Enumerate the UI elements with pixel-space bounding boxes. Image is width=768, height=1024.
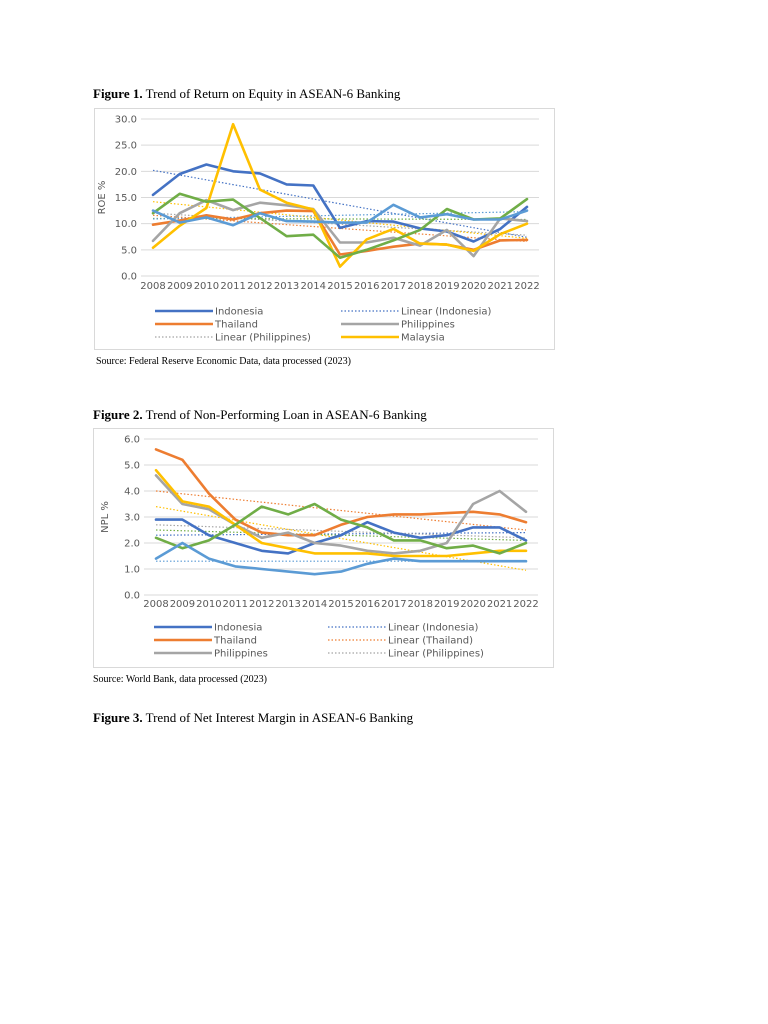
x-tick-label: 2013	[275, 599, 300, 610]
x-tick-label: 2008	[140, 281, 165, 292]
figure-3-title: Trend of Net Interest Margin in ASEAN-6 …	[145, 710, 414, 725]
x-tick-label: 2010	[194, 281, 219, 292]
legend-label-philippines: Philippines	[214, 649, 268, 660]
y-tick-label: 15.0	[115, 193, 137, 204]
y-tick-label: 0.0	[121, 272, 137, 283]
legend-label-philippines: Philippines	[401, 320, 455, 331]
x-tick-label: 2016	[354, 281, 379, 292]
figure-1-caption: Figure 1. Trend of Return on Equity in A…	[93, 86, 400, 102]
trendline-trend-green	[155, 529, 527, 541]
x-tick-label: 2012	[249, 599, 274, 610]
legend-label-linear-indonesia: Linear (Indonesia)	[388, 623, 479, 634]
series-line-light-blue	[154, 541, 528, 576]
x-tick-label: 2009	[170, 599, 195, 610]
x-tick-label: 2014	[301, 281, 326, 292]
y-tick-label: 30.0	[115, 115, 137, 126]
y-tick-label: 4.0	[124, 487, 140, 498]
y-tick-label: 6.0	[124, 435, 140, 446]
x-tick-label: 2021	[487, 599, 512, 610]
series-line-green	[151, 192, 529, 259]
legend-label-indonesia: Indonesia	[215, 307, 263, 318]
series-line-philippines	[151, 198, 529, 258]
series-line-indonesia	[151, 163, 529, 243]
figure-3-caption: Figure 3. Trend of Net Interest Margin i…	[93, 710, 413, 726]
x-tick-label: 2022	[513, 599, 538, 610]
trendline-trend-green	[152, 217, 528, 221]
trendline-linear-philippines	[152, 212, 528, 236]
series-line-malaysia	[151, 122, 529, 268]
x-tick-label: 2022	[514, 281, 539, 292]
x-tick-label: 2020	[460, 599, 485, 610]
trendline-trend-yellow	[155, 506, 527, 571]
y-axis-label: NPL %	[100, 501, 111, 533]
y-tick-label: 3.0	[124, 513, 140, 524]
figure-1-title: Trend of Return on Equity in ASEAN-6 Ban…	[145, 86, 401, 101]
npl-chart: 0.0 1.0 2.0 3.0 4.0 5.0 6.0 NPL % 2008 2009 2010 20…	[93, 428, 554, 668]
x-tick-label: 2011	[223, 599, 248, 610]
y-tick-label: 20.0	[115, 167, 137, 178]
y-tick-label: 0.0	[124, 591, 140, 602]
y-axis-label: ROE %	[97, 181, 108, 215]
y-tick-label: 1.0	[124, 565, 140, 576]
y-tick-label: 5.0	[124, 461, 140, 472]
legend-label-malaysia: Malaysia	[401, 333, 445, 344]
series-line-light-blue	[151, 203, 529, 227]
trendline-linear-philippines	[155, 524, 527, 539]
x-tick-label: 2011	[220, 281, 245, 292]
x-tick-label: 2021	[488, 281, 513, 292]
series-line-thailand	[154, 448, 528, 537]
x-tick-label: 2018	[408, 599, 433, 610]
x-tick-label: 2009	[167, 281, 192, 292]
series-line-philippines	[154, 474, 528, 555]
x-tick-label: 2012	[247, 281, 272, 292]
x-tick-label: 2014	[302, 599, 327, 610]
legend-label-indonesia: Indonesia	[214, 623, 262, 634]
figure-2-source: Source: World Bank, data processed (2023…	[93, 674, 267, 685]
x-tick-label: 2015	[327, 281, 352, 292]
trendline-linear-indonesia	[155, 532, 527, 536]
x-tick-label: 2010	[196, 599, 221, 610]
figure-2-title: Trend of Non-Performing Loan in ASEAN-6 …	[145, 407, 427, 422]
series-line-yellow	[154, 468, 528, 558]
roe-chart: 0.0 5.0 10.0 15.0 20.0 25.0 30.0 ROE % 2008 2009 2…	[94, 108, 555, 350]
trendline-linear-thailand	[155, 490, 527, 531]
legend-label-linear-indonesia: Linear (Indonesia)	[401, 307, 492, 318]
legend-label-linear-philippines: Linear (Philippines)	[388, 649, 484, 660]
legend-label-linear-philippines: Linear (Philippines)	[215, 333, 311, 344]
legend-label-thailand: Thailand	[214, 320, 258, 331]
x-tick-label: 2013	[274, 281, 299, 292]
y-tick-label: 5.0	[121, 245, 137, 256]
x-tick-label: 2020	[461, 281, 486, 292]
x-tick-label: 2018	[407, 281, 432, 292]
x-tick-label: 2008	[143, 599, 168, 610]
x-tick-label: 2019	[434, 281, 459, 292]
legend-label-thailand: Thailand	[213, 636, 257, 647]
figure-2-label: Figure 2.	[93, 407, 143, 422]
figure-1-source: Source: Federal Reserve Economic Data, d…	[96, 356, 351, 367]
x-tick-label: 2016	[355, 599, 380, 610]
x-tick-label: 2017	[381, 599, 406, 610]
y-tick-label: 2.0	[124, 539, 140, 550]
x-tick-label: 2019	[434, 599, 459, 610]
legend-label-linear-thailand: Linear (Thailand)	[388, 636, 473, 647]
y-tick-label: 10.0	[115, 219, 137, 230]
figure-2-caption: Figure 2. Trend of Non-Performing Loan i…	[93, 407, 427, 423]
series-line-green	[154, 502, 528, 555]
x-tick-label: 2015	[328, 599, 353, 610]
y-tick-label: 25.0	[115, 141, 137, 152]
x-tick-label: 2017	[381, 281, 406, 292]
figure-3-label: Figure 3.	[93, 710, 143, 725]
trendline-trend-light-blue	[152, 211, 528, 220]
series-line-indonesia	[154, 518, 528, 555]
figure-1-label: Figure 1.	[93, 86, 143, 101]
